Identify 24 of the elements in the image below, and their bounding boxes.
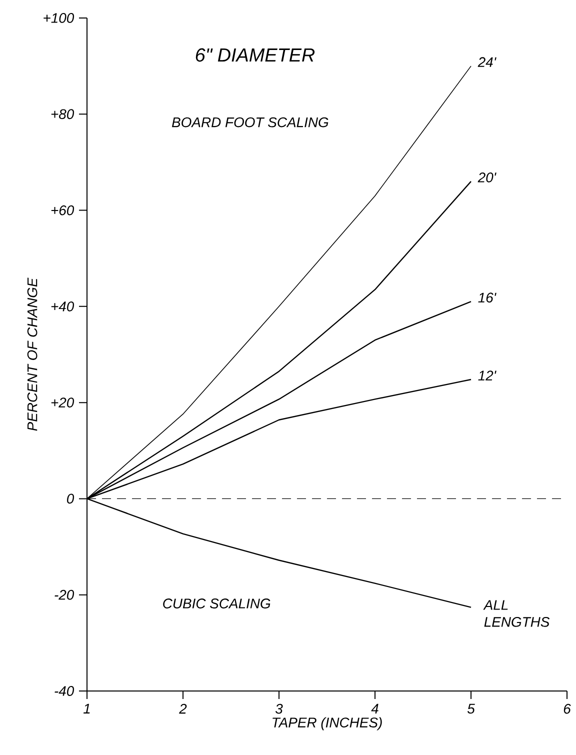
series-label: 12' [478,370,496,380]
series-label: ALL LENGTHS [483,600,550,627]
series-label: 20' [478,172,496,182]
x-tick-label: 1 [83,704,90,714]
y-tick-label: +20 [51,398,74,408]
x-tick-label: 6 [564,704,571,714]
series-label: 16' [478,292,496,303]
y-tick-label: +100 [44,13,74,23]
text: 6" DIAMETER [196,48,315,62]
y-tick-label: +60 [51,205,74,216]
x-tick-label: 5 [467,704,475,714]
y-tick-label: -20 [54,590,74,600]
x-tick-label: 3 [275,704,283,714]
x-axis-title: TAPER (INCHES) [272,717,382,730]
y-tick-label: +40 [51,301,74,312]
y-tick-label: +80 [51,109,74,120]
x-tick-label: 2 [179,704,187,714]
annotation: CUBIC SCALING [163,598,270,608]
y-tick-label: 0 [67,494,74,504]
x-tick-label: 4 [371,704,378,714]
series-label: 24' [478,57,496,67]
y-tick-label: -40 [54,686,74,696]
y-axis-title: PERCENT OF CHANGE [27,278,38,431]
annotation: BOARD FOOT SCALING [172,117,328,128]
